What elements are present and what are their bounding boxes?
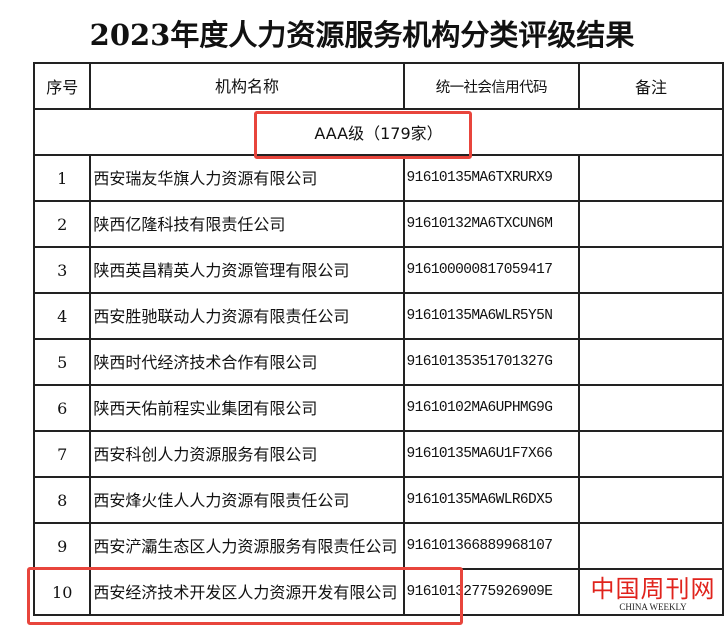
page-title: 2023年度人力资源服务机构分类评级结果 [89,18,635,52]
row-code: 91610132775926909E [402,568,581,616]
table-row: 2 陕西亿隆科技有限责任公司 91610132MA6TXCUN6M [32,200,724,248]
row-code: 91610102MA6UPHMG9G [402,384,581,432]
row-note [578,200,724,248]
row-name: 陕西时代经济技术合作有限公司 [89,338,405,386]
highlight-box-group [254,111,472,159]
group-row: AAA级（179家） [33,108,724,156]
row-no: 7 [32,430,92,478]
watermark-logo: 中国周刊网 CHINA WEEKLY [588,576,718,612]
header-code: 统一社会信用代码 [402,62,581,110]
row-note [578,338,724,386]
table-row: 6 陕西天佑前程实业集团有限公司 91610102MA6UPHMG9G [32,384,724,432]
row-no: 9 [32,522,92,570]
row-name: 陕西天佑前程实业集团有限公司 [89,384,405,432]
row-name: 西安烽火佳人人力资源有限责任公司 [89,476,405,524]
table-row: 3 陕西英昌精英人力资源管理有限公司 916100000817059417 [32,246,724,294]
row-note [578,522,724,570]
row-code: 91610135351701327G [402,338,581,386]
row-code: 91610135MA6U1F7X66 [402,430,581,478]
row-note [578,430,724,478]
row-name: 陕西英昌精英人力资源管理有限公司 [89,246,405,294]
table-row: 10 西安经济技术开发区人力资源开发有限公司 91610132775926909E [32,568,724,616]
group-label: AAA级（179家） [33,108,724,156]
row-note [578,154,724,202]
row-note [578,246,724,294]
row-code: 916100000817059417 [402,246,581,294]
table-row: 9 西安浐灞生态区人力资源服务有限责任公司 916101366889968107 [32,522,724,570]
row-code: 91610132MA6TXCUN6M [402,200,581,248]
row-code: 91610135MA6WLR5Y5N [402,292,581,340]
row-no: 3 [32,246,92,294]
table-header: 序号 机构名称 统一社会信用代码 备注 [32,62,724,110]
row-no: 4 [32,292,92,340]
table-row: 4 西安胜驰联动人力资源有限责任公司 91610135MA6WLR5Y5N [32,292,724,340]
row-no: 1 [32,154,92,202]
table-row: 7 西安科创人力资源服务有限公司 91610135MA6U1F7X66 [32,430,724,478]
row-name: 西安胜驰联动人力资源有限责任公司 [89,292,405,340]
table-row: 8 西安烽火佳人人力资源有限责任公司 91610135MA6WLR6DX5 [32,476,724,524]
row-note [578,476,724,524]
table-row: 5 陕西时代经济技术合作有限公司 91610135351701327G [32,338,724,386]
rating-table: 序号 机构名称 统一社会信用代码 备注 AAA级（179家） 1 西安瑞友华旗人力… [32,62,724,616]
row-no: 2 [32,200,92,248]
header-note: 备注 [578,62,724,110]
row-code: 91610135MA6WLR6DX5 [402,476,581,524]
header-no: 序号 [32,62,92,110]
row-name: 西安浐灞生态区人力资源服务有限责任公司 [89,522,405,570]
row-no: 8 [32,476,92,524]
row-no: 6 [32,384,92,432]
row-name: 西安经济技术开发区人力资源开发有限公司 [89,568,405,616]
row-code: 91610135MA6TXRURX9 [402,154,581,202]
row-note [578,568,724,616]
row-no: 5 [32,338,92,386]
watermark-cn: 中国周刊网 [590,575,716,603]
row-note [578,384,724,432]
row-code: 916101366889968107 [402,522,581,570]
row-note [578,292,724,340]
watermark-en: CHINA WEEKLY [619,602,687,612]
header-name: 机构名称 [89,62,405,110]
highlight-box-row-10 [27,567,463,625]
row-name: 西安瑞友华旗人力资源有限公司 [89,154,405,202]
row-name: 陕西亿隆科技有限责任公司 [89,200,405,248]
row-name: 西安科创人力资源服务有限公司 [89,430,405,478]
table-row: 1 西安瑞友华旗人力资源有限公司 91610135MA6TXRURX9 [32,154,724,202]
row-no: 10 [32,568,92,616]
